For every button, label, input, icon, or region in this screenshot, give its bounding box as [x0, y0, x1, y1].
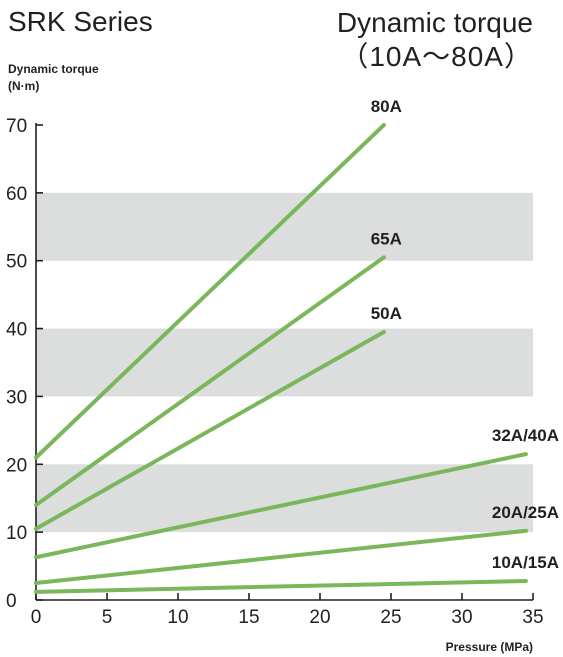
y-tick-label: 20	[6, 455, 27, 476]
x-tick-label: 20	[309, 607, 330, 628]
series-line-80a	[34, 123, 386, 460]
y-axis-label: Dynamic torque	[8, 62, 99, 76]
y-axis-unit: (N·m)	[8, 79, 39, 93]
series-label-20a-25a: 20A/25A	[492, 503, 559, 522]
axes	[35, 123, 533, 601]
page-heading: Dynamic torque （10A～80A）	[337, 6, 533, 74]
y-tick-label: 50	[6, 252, 27, 273]
heading-line-1: Dynamic torque	[336, 7, 533, 38]
series-line-65a	[34, 255, 386, 507]
y-tick-label: 10	[6, 523, 27, 544]
x-tick-labels: 0 5 10 15 20 25 30 35	[31, 593, 544, 628]
x-tick-label: 15	[238, 607, 259, 628]
y-tick-label: 60	[6, 184, 27, 205]
x-tick-label: 35	[522, 607, 543, 628]
x-tick-label: 30	[451, 607, 472, 628]
series-label-65a: 65A	[371, 229, 402, 248]
series-label-32a-40a: 32A/40A	[492, 426, 559, 445]
shaded-band-1	[36, 464, 533, 533]
series-line-32a-40a	[34, 452, 528, 560]
x-tick-label: 5	[102, 607, 113, 628]
shaded-band-3	[36, 192, 533, 261]
x-tick-label: 25	[380, 607, 401, 628]
series-line-20a-25a	[34, 528, 528, 586]
x-tick-label: 10	[167, 607, 188, 628]
background-bands	[36, 192, 533, 533]
series-label-80a: 80A	[371, 97, 402, 116]
shaded-band-2	[36, 328, 533, 397]
series-label-10a-15a: 10A/15A	[492, 553, 559, 572]
y-tick-label: 0	[6, 591, 17, 612]
series-labels: 80A 65A 50A 32A/40A 20A/25A 10A/15A	[371, 97, 559, 572]
series-line-10a-15a	[34, 579, 528, 594]
y-tick-label: 70	[6, 116, 27, 137]
y-tick-label: 40	[6, 320, 27, 341]
series-line-50a	[34, 329, 386, 531]
series-label-50a: 50A	[371, 304, 402, 323]
y-tick-labels: 0 10 20 30 40 50 60 70	[6, 116, 43, 612]
series-lines	[34, 123, 528, 594]
x-axis-label: Pressure (MPa)	[446, 640, 533, 654]
series-name: SRK Series	[8, 6, 153, 37]
x-tick-label: 0	[31, 607, 42, 628]
y-tick-label: 30	[6, 387, 27, 408]
heading-line-2: （10A～80A）	[340, 41, 533, 72]
